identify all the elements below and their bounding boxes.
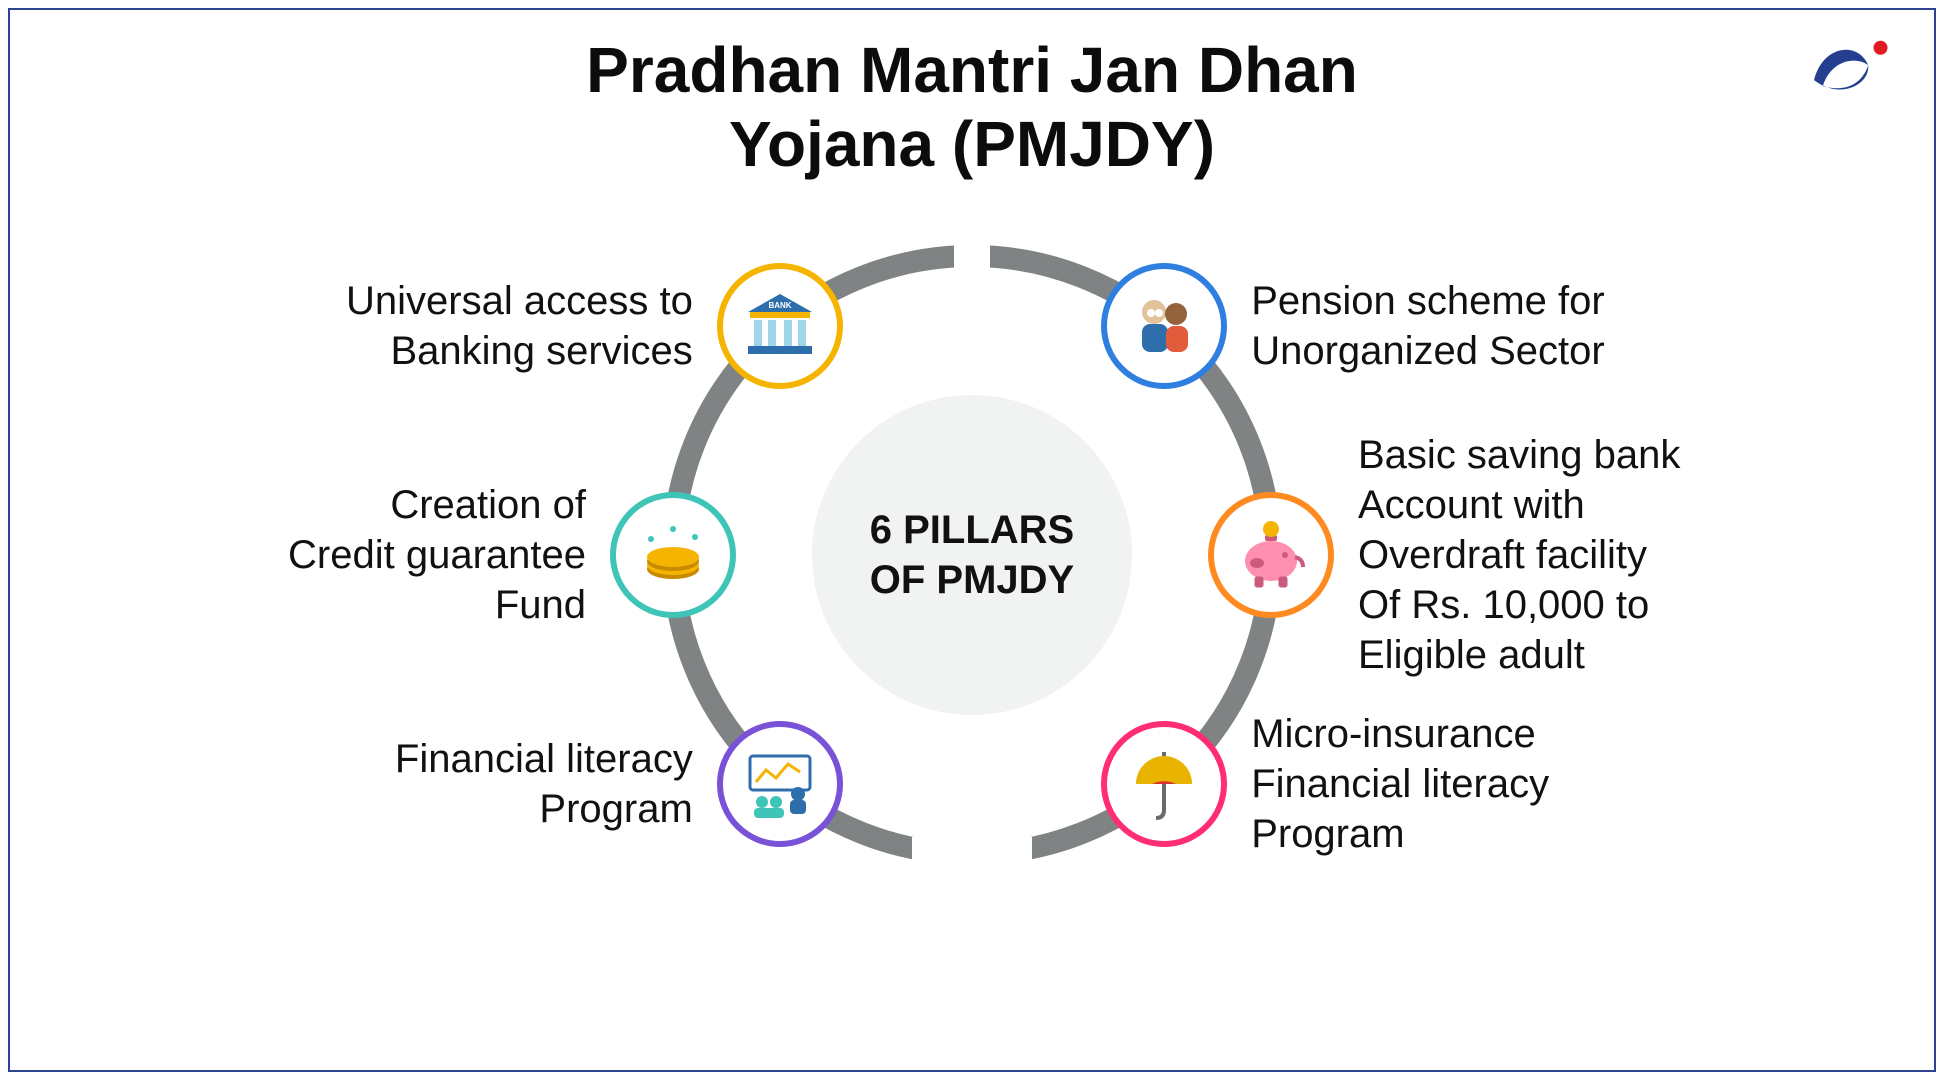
pillar-label-pension: Pension scheme for Unorganized Sector: [1251, 276, 1811, 376]
coins-icon: [633, 515, 713, 595]
pillar-node-banking-access: BANK: [717, 263, 843, 389]
umbrella-icon: [1124, 744, 1204, 824]
pillar-node-pension: [1101, 263, 1227, 389]
infographic-frame: Pradhan Mantri Jan Dhan Yojana (PMJDY) 6…: [8, 8, 1936, 1072]
pillar-node-micro-insurance: [1101, 721, 1227, 847]
pillar-label-credit-guarantee: Creation of Credit guarantee Fund: [26, 480, 586, 630]
ring-gap-bottom: [912, 837, 1032, 871]
page-title: Pradhan Mantri Jan Dhan Yojana (PMJDY): [586, 34, 1358, 181]
brand-logo-svg: [1804, 32, 1894, 102]
pillar-label-savings: Basic saving bank Account with Overdraft…: [1358, 430, 1918, 680]
pillars-diagram: 6 PILLARS OF PMJDY BANKUniversal access …: [647, 230, 1297, 880]
bank-icon: BANK: [740, 286, 820, 366]
pillar-node-credit-guarantee: [610, 492, 736, 618]
pillar-label-micro-insurance: Micro-insurance Financial literacy Progr…: [1251, 709, 1811, 859]
piggy-icon: [1231, 515, 1311, 595]
pillar-label-banking-access: Universal access to Banking services: [133, 276, 693, 376]
svg-text:BANK: BANK: [768, 301, 791, 310]
pillar-node-savings: [1208, 492, 1334, 618]
pillar-node-fin-literacy: [717, 721, 843, 847]
elderly-icon: [1124, 286, 1204, 366]
classroom-icon: [740, 744, 820, 824]
pillar-label-fin-literacy: Financial literacy Program: [133, 734, 693, 834]
diagram-center-label: 6 PILLARS OF PMJDY: [812, 395, 1132, 715]
brand-logo: [1804, 32, 1894, 102]
ring-gap-top: [954, 239, 990, 273]
